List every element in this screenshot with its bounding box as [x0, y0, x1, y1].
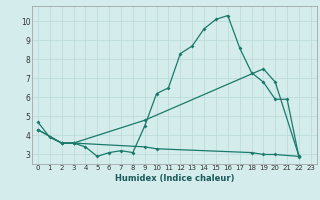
X-axis label: Humidex (Indice chaleur): Humidex (Indice chaleur): [115, 174, 234, 183]
